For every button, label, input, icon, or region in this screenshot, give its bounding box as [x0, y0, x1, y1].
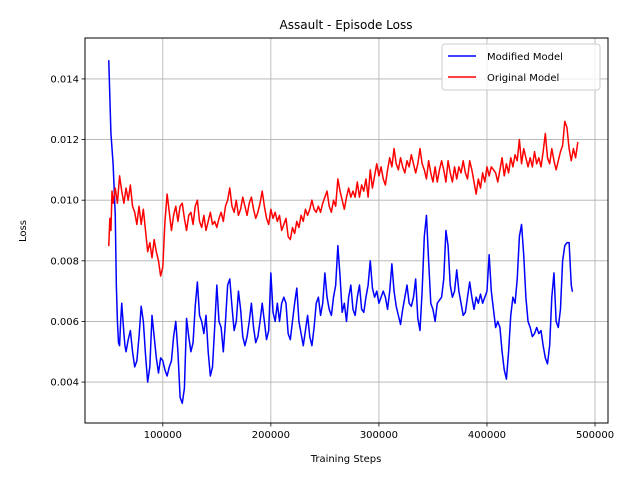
plot-area-frame: [84, 37, 609, 424]
x-axis-title: Training Steps: [310, 454, 382, 465]
y-tick-label: 0.004: [50, 378, 79, 389]
legend-box: [441, 43, 601, 91]
series-layer: [108, 59, 579, 405]
y-tick-label: 0.006: [50, 317, 79, 328]
chart-title: Assault - Episode Loss: [280, 18, 413, 32]
legend: Modified Model Original Model: [441, 43, 601, 91]
y-axis-title: Loss: [18, 220, 29, 242]
y-tick-label: 0.014: [50, 74, 79, 85]
y-tick-label: 0.010: [50, 196, 79, 207]
y-tick-label: 0.008: [50, 256, 79, 267]
x-tick-label: 300000: [360, 430, 398, 441]
series-line-original-model: [108, 120, 579, 277]
axis-ticks: 100000 200000 300000 400000 500000 0.004 0.006…: [50, 74, 614, 441]
x-tick-label: 100000: [144, 430, 182, 441]
y-tick-label: 0.012: [50, 135, 79, 146]
x-tick-label: 200000: [252, 430, 290, 441]
legend-label-original-model: Original Model: [487, 73, 559, 84]
series-line-modified-model: [108, 59, 574, 405]
legend-label-modified-model: Modified Model: [487, 52, 563, 63]
x-tick-label: 400000: [468, 430, 506, 441]
x-tick-label: 500000: [576, 430, 614, 441]
